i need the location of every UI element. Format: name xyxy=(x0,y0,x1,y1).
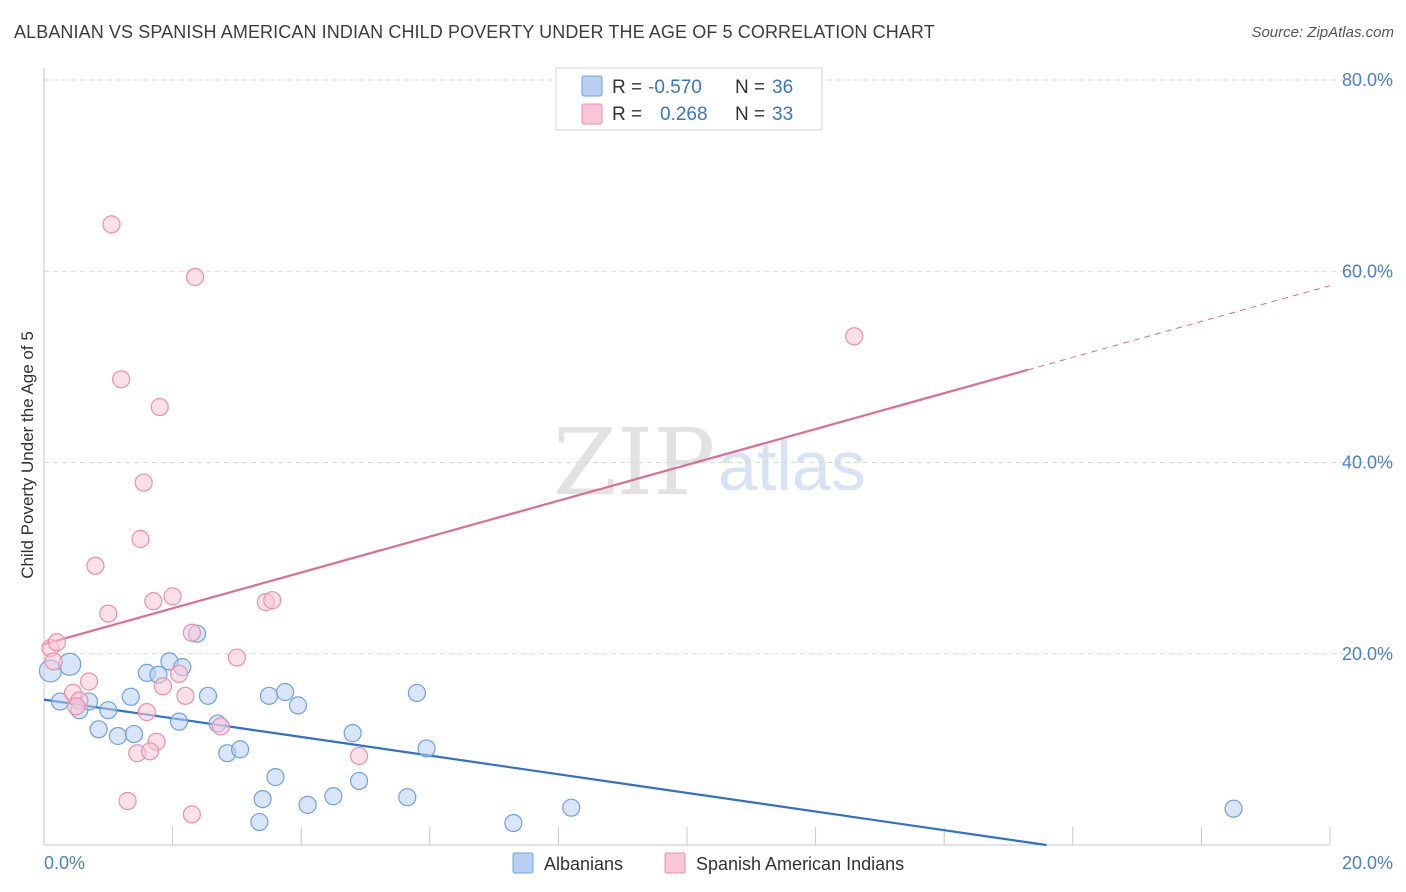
point-albanians-32 xyxy=(417,739,436,758)
point-albanians-26 xyxy=(298,795,317,814)
bottom-legend-swatch-albanians xyxy=(512,852,534,874)
point-albanians-24 xyxy=(266,768,285,787)
point-albanians-28 xyxy=(343,724,362,743)
legend-swatch-spanish xyxy=(581,103,603,125)
point-spanish-24 xyxy=(140,742,160,761)
point-spanish-19 xyxy=(169,664,189,683)
legend-swatch-albanians xyxy=(581,75,603,97)
point-albanians-9 xyxy=(121,687,140,706)
watermark-zip: ZIP xyxy=(553,409,715,516)
legend: R = -0.570 N = 36 R = 0.268 N = 33 xyxy=(555,67,823,131)
point-albanians-25 xyxy=(250,812,269,832)
y-tick-label-3: 80.0% xyxy=(1342,70,1393,90)
trend-lines xyxy=(43,285,1331,847)
point-spanish-14 xyxy=(102,215,121,234)
y-axis-label: Child Poverty Under the Age of 5 xyxy=(18,331,37,579)
chart-title: ALBANIAN VS SPANISH AMERICAN INDIAN CHIL… xyxy=(14,22,935,42)
point-spanish-11 xyxy=(134,473,153,492)
point-albanians-34 xyxy=(562,798,581,817)
point-spanish-27 xyxy=(211,717,230,736)
gridlines xyxy=(44,79,1394,655)
y-tick-label-2: 60.0% xyxy=(1342,261,1393,281)
point-spanish-16 xyxy=(163,587,182,606)
point-spanish-7 xyxy=(86,556,105,575)
point-albanians-35 xyxy=(1224,799,1243,818)
point-albanians-27 xyxy=(324,787,343,806)
data-points xyxy=(38,215,1243,833)
point-spanish-8 xyxy=(99,604,118,623)
trend-line-albanians xyxy=(43,698,1047,847)
trend-line-spanish xyxy=(43,368,1029,646)
legend-r-value-spanish: 0.268 xyxy=(660,104,708,125)
point-spanish-26 xyxy=(182,805,201,824)
point-spanish-5 xyxy=(67,697,86,716)
bottom-legend-label-albanians: Albanians xyxy=(544,854,623,874)
point-albanians-7 xyxy=(108,726,128,746)
point-albanians-8 xyxy=(124,724,144,744)
y-tick-labels: 20.0% 40.0% 60.0% 80.0% xyxy=(1342,70,1393,664)
legend-n-value-albanians: 36 xyxy=(772,77,793,98)
point-albanians-15 xyxy=(198,686,218,705)
legend-n-value-spanish: 33 xyxy=(772,104,793,125)
point-albanians-19 xyxy=(231,740,250,759)
legend-r-label-albanians: R = xyxy=(612,77,642,98)
point-spanish-32 xyxy=(845,327,864,346)
trend-line-extension-spanish xyxy=(1027,285,1331,371)
source-label: Source: ZipAtlas.com xyxy=(1251,24,1394,41)
x-tick-label-0: 0.0% xyxy=(44,853,85,873)
point-albanians-33 xyxy=(504,813,523,833)
point-spanish-9 xyxy=(131,529,150,549)
legend-n-label-spanish: N = xyxy=(735,104,765,125)
x-tick-labels: 0.0% 20.0% xyxy=(44,853,1393,873)
bottom-legend: Albanians Spanish American Indians xyxy=(512,852,904,874)
legend-r-value-albanians: -0.570 xyxy=(648,77,702,98)
watermark-atlas: atlas xyxy=(718,427,866,505)
point-albanians-31 xyxy=(407,683,427,703)
y-tick-label-0: 20.0% xyxy=(1342,644,1393,664)
point-albanians-21 xyxy=(276,682,295,702)
point-spanish-2 xyxy=(44,652,63,671)
point-spanish-6 xyxy=(79,672,99,691)
watermark: ZIP atlas xyxy=(553,409,866,516)
point-spanish-20 xyxy=(176,686,195,705)
point-albanians-30 xyxy=(398,788,417,807)
point-spanish-12 xyxy=(150,397,169,417)
point-albanians-16 xyxy=(169,712,189,731)
point-spanish-1 xyxy=(47,633,66,652)
point-albanians-6 xyxy=(89,720,108,739)
x-tick-label-1: 20.0% xyxy=(1342,853,1393,873)
point-albanians-23 xyxy=(253,789,272,809)
point-spanish-25 xyxy=(118,791,137,811)
point-albanians-22 xyxy=(288,696,308,715)
legend-r-label-spanish: R = xyxy=(612,104,642,125)
y-tick-label-1: 40.0% xyxy=(1342,453,1393,473)
point-spanish-17 xyxy=(182,623,201,642)
bottom-legend-label-spanish: Spanish American Indians xyxy=(696,854,904,874)
axes xyxy=(43,68,1331,846)
point-spanish-10 xyxy=(144,592,163,611)
point-spanish-21 xyxy=(137,702,156,722)
point-albanians-20 xyxy=(259,686,279,705)
point-spanish-15 xyxy=(186,267,205,287)
point-albanians-29 xyxy=(349,771,369,791)
point-spanish-28 xyxy=(227,648,246,667)
bottom-legend-swatch-spanish xyxy=(664,852,686,874)
point-spanish-30 xyxy=(263,591,282,610)
point-spanish-18 xyxy=(153,677,173,696)
point-spanish-13 xyxy=(112,370,131,389)
point-spanish-31 xyxy=(349,746,369,766)
point-albanians-5 xyxy=(99,701,118,720)
legend-n-label-albanians: N = xyxy=(735,77,765,98)
